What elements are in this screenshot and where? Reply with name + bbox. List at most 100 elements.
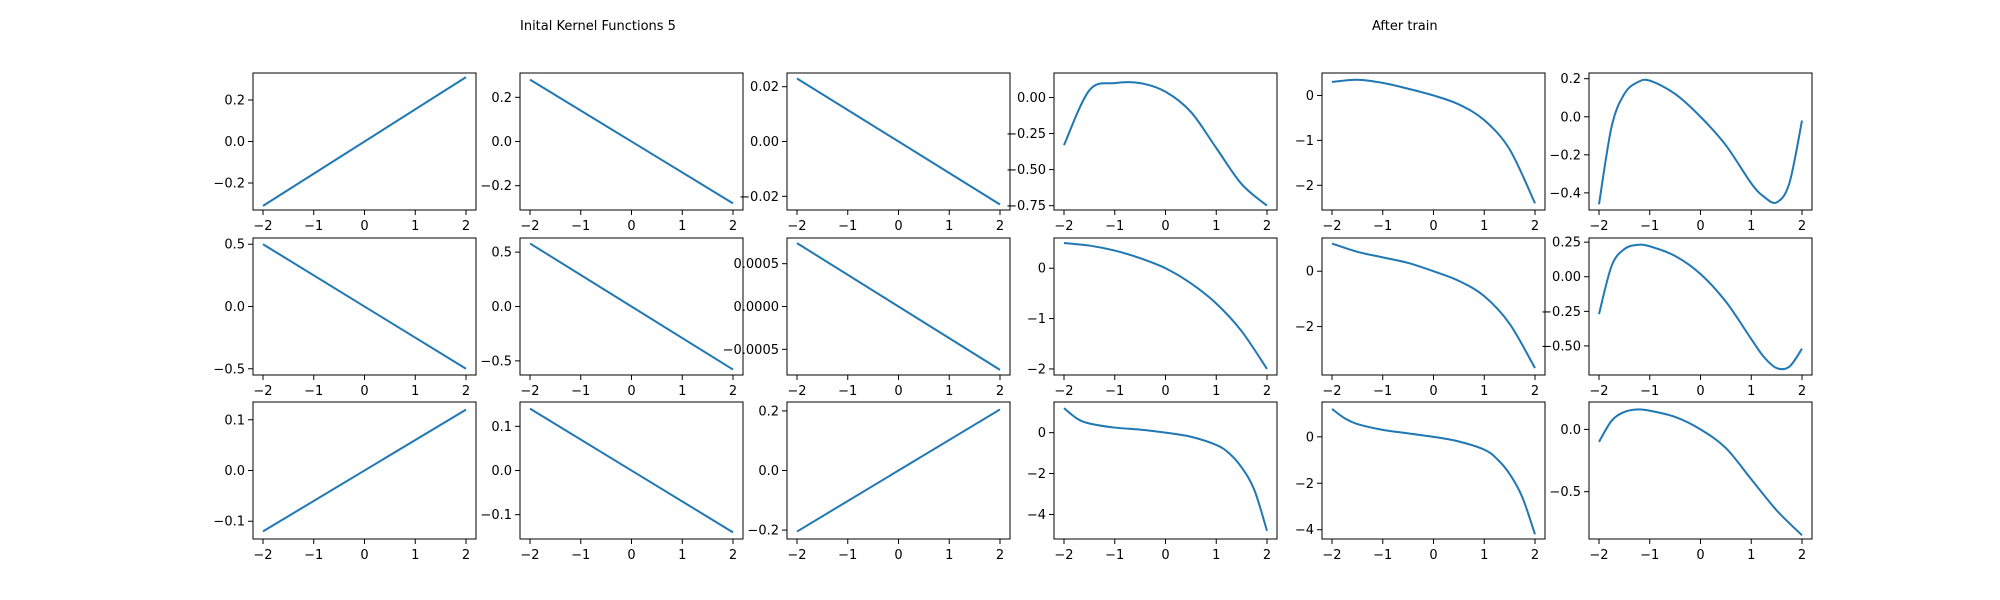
axes-frame: [1321, 401, 1546, 540]
series-line: [1598, 78, 1803, 205]
x-tick-label: 0: [360, 384, 368, 399]
x-tick-label: 2: [1798, 548, 1806, 563]
x-tick-label: −1: [304, 384, 323, 399]
y-tick-label: 0.0005: [734, 257, 780, 272]
x-tick-label: −2: [253, 384, 272, 399]
x-tick-label: −1: [838, 548, 857, 563]
y-tick-label: 0.1: [491, 420, 512, 435]
x-tick-label: 1: [411, 548, 419, 563]
y-tick-label: −2: [1295, 477, 1314, 492]
x-tick-label: 2: [462, 219, 470, 234]
x-tick-label: 0: [1161, 384, 1169, 399]
x-tick-label: 0: [1696, 548, 1704, 563]
x-tick-label: −2: [787, 219, 806, 234]
x-tick-label: 2: [1263, 548, 1271, 563]
subplot-r2c1: −2 −1 0 1 2 −0.5 0.0 0.5: [213, 237, 477, 399]
axes-frame: [1588, 237, 1813, 376]
subplot-r1c4: −2 −1 0 1 2 −0.75 −0.50 −0.25 0.00: [1006, 72, 1278, 234]
x-tick-label: 0: [1161, 548, 1169, 563]
x-tick-label: 1: [678, 548, 686, 563]
y-tick-label: 0.0: [224, 135, 245, 150]
series-line: [262, 243, 467, 370]
y-tick-label: −0.1: [480, 508, 512, 523]
y-tick-label: −0.25: [1006, 127, 1046, 142]
x-tick-label: 0: [1429, 219, 1437, 234]
subplot-r2c4: −2 −1 0 1 2 −2 −1 0: [1027, 237, 1278, 399]
y-tick-label: 0.0: [224, 300, 245, 315]
y-tick-label: −0.2: [213, 177, 245, 192]
x-tick-label: 0: [627, 219, 635, 234]
y-tick-label: −0.2: [480, 179, 512, 194]
x-tick-label: 1: [1212, 548, 1220, 563]
y-tick-label: −0.4: [1549, 186, 1581, 201]
subplot-grid: −2 −1 0 1 2 −0.2 0.0 0.2 −2 −1 0 1 2 −0.2 0.0 0.2 −2 −1 0 1…: [213, 72, 1813, 563]
y-tick-label: 0.2: [224, 93, 245, 108]
x-tick-label: 2: [462, 384, 470, 399]
series-line: [529, 78, 734, 205]
subplot-r1c1: −2 −1 0 1 2 −0.2 0.0 0.2: [213, 72, 477, 234]
y-tick-label: 0.5: [224, 238, 245, 253]
y-tick-label: −0.50: [1541, 339, 1581, 354]
series-line: [1331, 408, 1536, 535]
x-tick-label: 2: [729, 384, 737, 399]
x-tick-label: 0: [894, 548, 902, 563]
y-tick-label: 0.00: [1017, 91, 1046, 106]
x-tick-label: 0: [360, 548, 368, 563]
y-tick-label: 0: [1306, 89, 1314, 104]
suptitle-initial: Inital Kernel Functions 5: [520, 19, 676, 34]
x-tick-label: 2: [462, 548, 470, 563]
x-tick-label: −2: [253, 219, 272, 234]
suptitle-after-train: After train: [1372, 19, 1438, 34]
x-tick-label: −1: [838, 384, 857, 399]
x-tick-label: 1: [1480, 384, 1488, 399]
subplot-r2c3: −2 −1 0 1 2 −0.0005 0.0000 0.0005: [723, 237, 1011, 399]
series-line: [1598, 243, 1803, 371]
subplot-r3c6: −2 −1 0 1 2 −0.5 0.0: [1549, 401, 1813, 563]
subplot-r3c3: −2 −1 0 1 2 −0.2 0.0 0.2: [747, 401, 1011, 563]
x-tick-label: −2: [1322, 548, 1341, 563]
y-tick-label: 0.0: [491, 135, 512, 150]
x-tick-label: −2: [1054, 548, 1073, 563]
series-line: [262, 408, 467, 533]
subplot-r2c2: −2 −1 0 1 2 −0.5 0.0 0.5: [480, 237, 744, 399]
subplot-r3c4: −2 −1 0 1 2 −4 −2 0: [1027, 401, 1278, 563]
subplot-r1c2: −2 −1 0 1 2 −0.2 0.0 0.2: [480, 72, 744, 234]
x-tick-label: −1: [1640, 548, 1659, 563]
y-tick-label: 0.0: [491, 300, 512, 315]
y-tick-label: 0.02: [750, 80, 779, 95]
x-tick-label: 1: [411, 219, 419, 234]
y-tick-label: −2: [1295, 179, 1314, 194]
y-tick-label: 0.5: [491, 246, 512, 261]
y-tick-label: −0.2: [747, 524, 779, 539]
series-line: [529, 242, 734, 371]
x-tick-label: −1: [1373, 548, 1392, 563]
x-tick-label: −2: [253, 548, 272, 563]
x-tick-label: 0: [1429, 384, 1437, 399]
y-tick-label: 0.0: [1560, 110, 1581, 125]
x-tick-label: 1: [1212, 219, 1220, 234]
x-tick-label: 2: [729, 548, 737, 563]
y-tick-label: −0.1: [213, 515, 245, 530]
y-tick-label: 0.2: [491, 91, 512, 106]
x-tick-label: 0: [1161, 219, 1169, 234]
x-tick-label: −1: [1640, 219, 1659, 234]
y-tick-label: 0: [1306, 265, 1314, 280]
subplot-r3c1: −2 −1 0 1 2 −0.1 0.0 0.1: [213, 401, 477, 563]
x-tick-label: −1: [1105, 384, 1124, 399]
series-line: [796, 408, 1001, 533]
x-tick-label: −1: [838, 219, 857, 234]
x-tick-label: 0: [894, 219, 902, 234]
x-tick-label: −1: [1105, 548, 1124, 563]
series-line: [796, 77, 1001, 206]
x-tick-label: 2: [1263, 219, 1271, 234]
x-tick-label: 1: [945, 548, 953, 563]
x-tick-label: −2: [520, 548, 539, 563]
y-tick-label: 0.00: [750, 135, 779, 150]
y-tick-label: 0.0: [1560, 423, 1581, 438]
x-tick-label: 2: [1531, 548, 1539, 563]
x-tick-label: 2: [1798, 384, 1806, 399]
series-line: [529, 407, 734, 534]
x-tick-label: −2: [1589, 219, 1608, 234]
x-tick-label: −1: [1373, 384, 1392, 399]
